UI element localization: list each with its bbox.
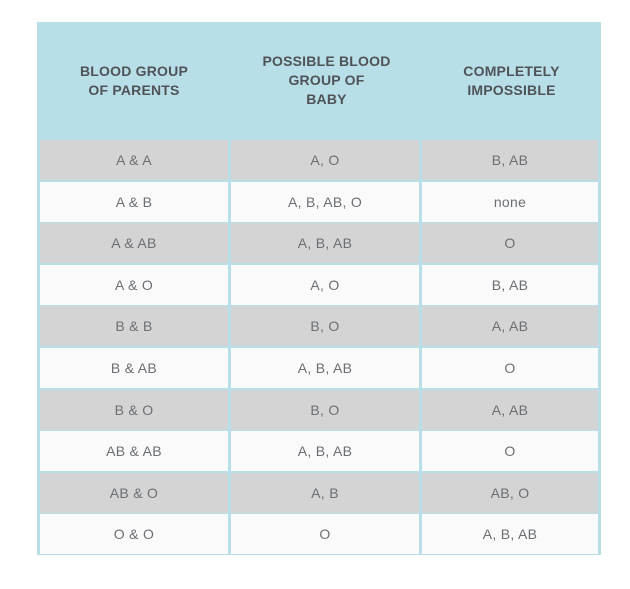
cell-impossible: B, AB — [422, 140, 598, 180]
table-row: AB & AB A, B, AB O — [40, 431, 598, 473]
table-row: A & AB A, B, AB O — [40, 223, 598, 265]
header-possible: POSSIBLE BLOOD GROUP OF BABY — [262, 53, 391, 107]
cell-possible: B, O — [231, 389, 419, 430]
cell-impossible: A, B, AB — [422, 514, 598, 555]
cell-impossible: O — [422, 348, 598, 388]
table-row: B & AB A, B, AB O — [40, 348, 598, 390]
cell-parents: B & O — [40, 389, 228, 430]
cell-possible: A, O — [231, 140, 419, 180]
cell-possible: A, B, AB — [231, 223, 419, 264]
header-parents: BLOOD GROUP OF PARENTS — [80, 62, 188, 98]
cell-parents: B & B — [40, 306, 228, 347]
header-impossible: COMPLETELY IMPOSSIBLE — [463, 62, 560, 98]
cell-impossible: A, AB — [422, 389, 598, 430]
cell-possible: A, O — [231, 264, 419, 305]
cell-parents: A & A — [40, 140, 228, 180]
cell-impossible: O — [422, 223, 598, 264]
cell-impossible: B, AB — [422, 264, 598, 305]
cell-parents: O & O — [40, 514, 228, 555]
cell-parents: AB & O — [40, 472, 228, 513]
cell-possible: B, O — [231, 306, 419, 347]
cell-impossible: none — [422, 181, 598, 222]
table-row: AB & O A, B AB, O — [40, 472, 598, 515]
cell-impossible: O — [422, 431, 598, 472]
cell-impossible: AB, O — [422, 472, 598, 513]
table-row: A & O A, O B, AB — [40, 264, 598, 307]
cell-possible: A, B, AB, O — [231, 181, 419, 222]
table-row: O & O O A, B, AB — [40, 514, 598, 556]
table-row: B & B B, O A, AB — [40, 306, 598, 348]
cell-parents: A & B — [40, 181, 228, 222]
table-header: BLOOD GROUP OF PARENTS POSSIBLE BLOOD GR… — [37, 22, 601, 139]
cell-impossible: A, AB — [422, 306, 598, 347]
cell-possible: A, B — [231, 472, 419, 513]
cell-parents: A & AB — [40, 223, 228, 264]
cell-parents: A & O — [40, 264, 228, 305]
table-row: A & A A, O B, AB — [40, 140, 598, 182]
table-row: B & O B, O A, AB — [40, 389, 598, 432]
cell-possible: A, B, AB — [231, 431, 419, 472]
cell-parents: B & AB — [40, 348, 228, 388]
cell-possible: O — [231, 514, 419, 555]
cell-parents: AB & AB — [40, 431, 228, 472]
blood-group-table: BLOOD GROUP OF PARENTS POSSIBLE BLOOD GR… — [37, 22, 601, 555]
cell-possible: A, B, AB — [231, 348, 419, 388]
